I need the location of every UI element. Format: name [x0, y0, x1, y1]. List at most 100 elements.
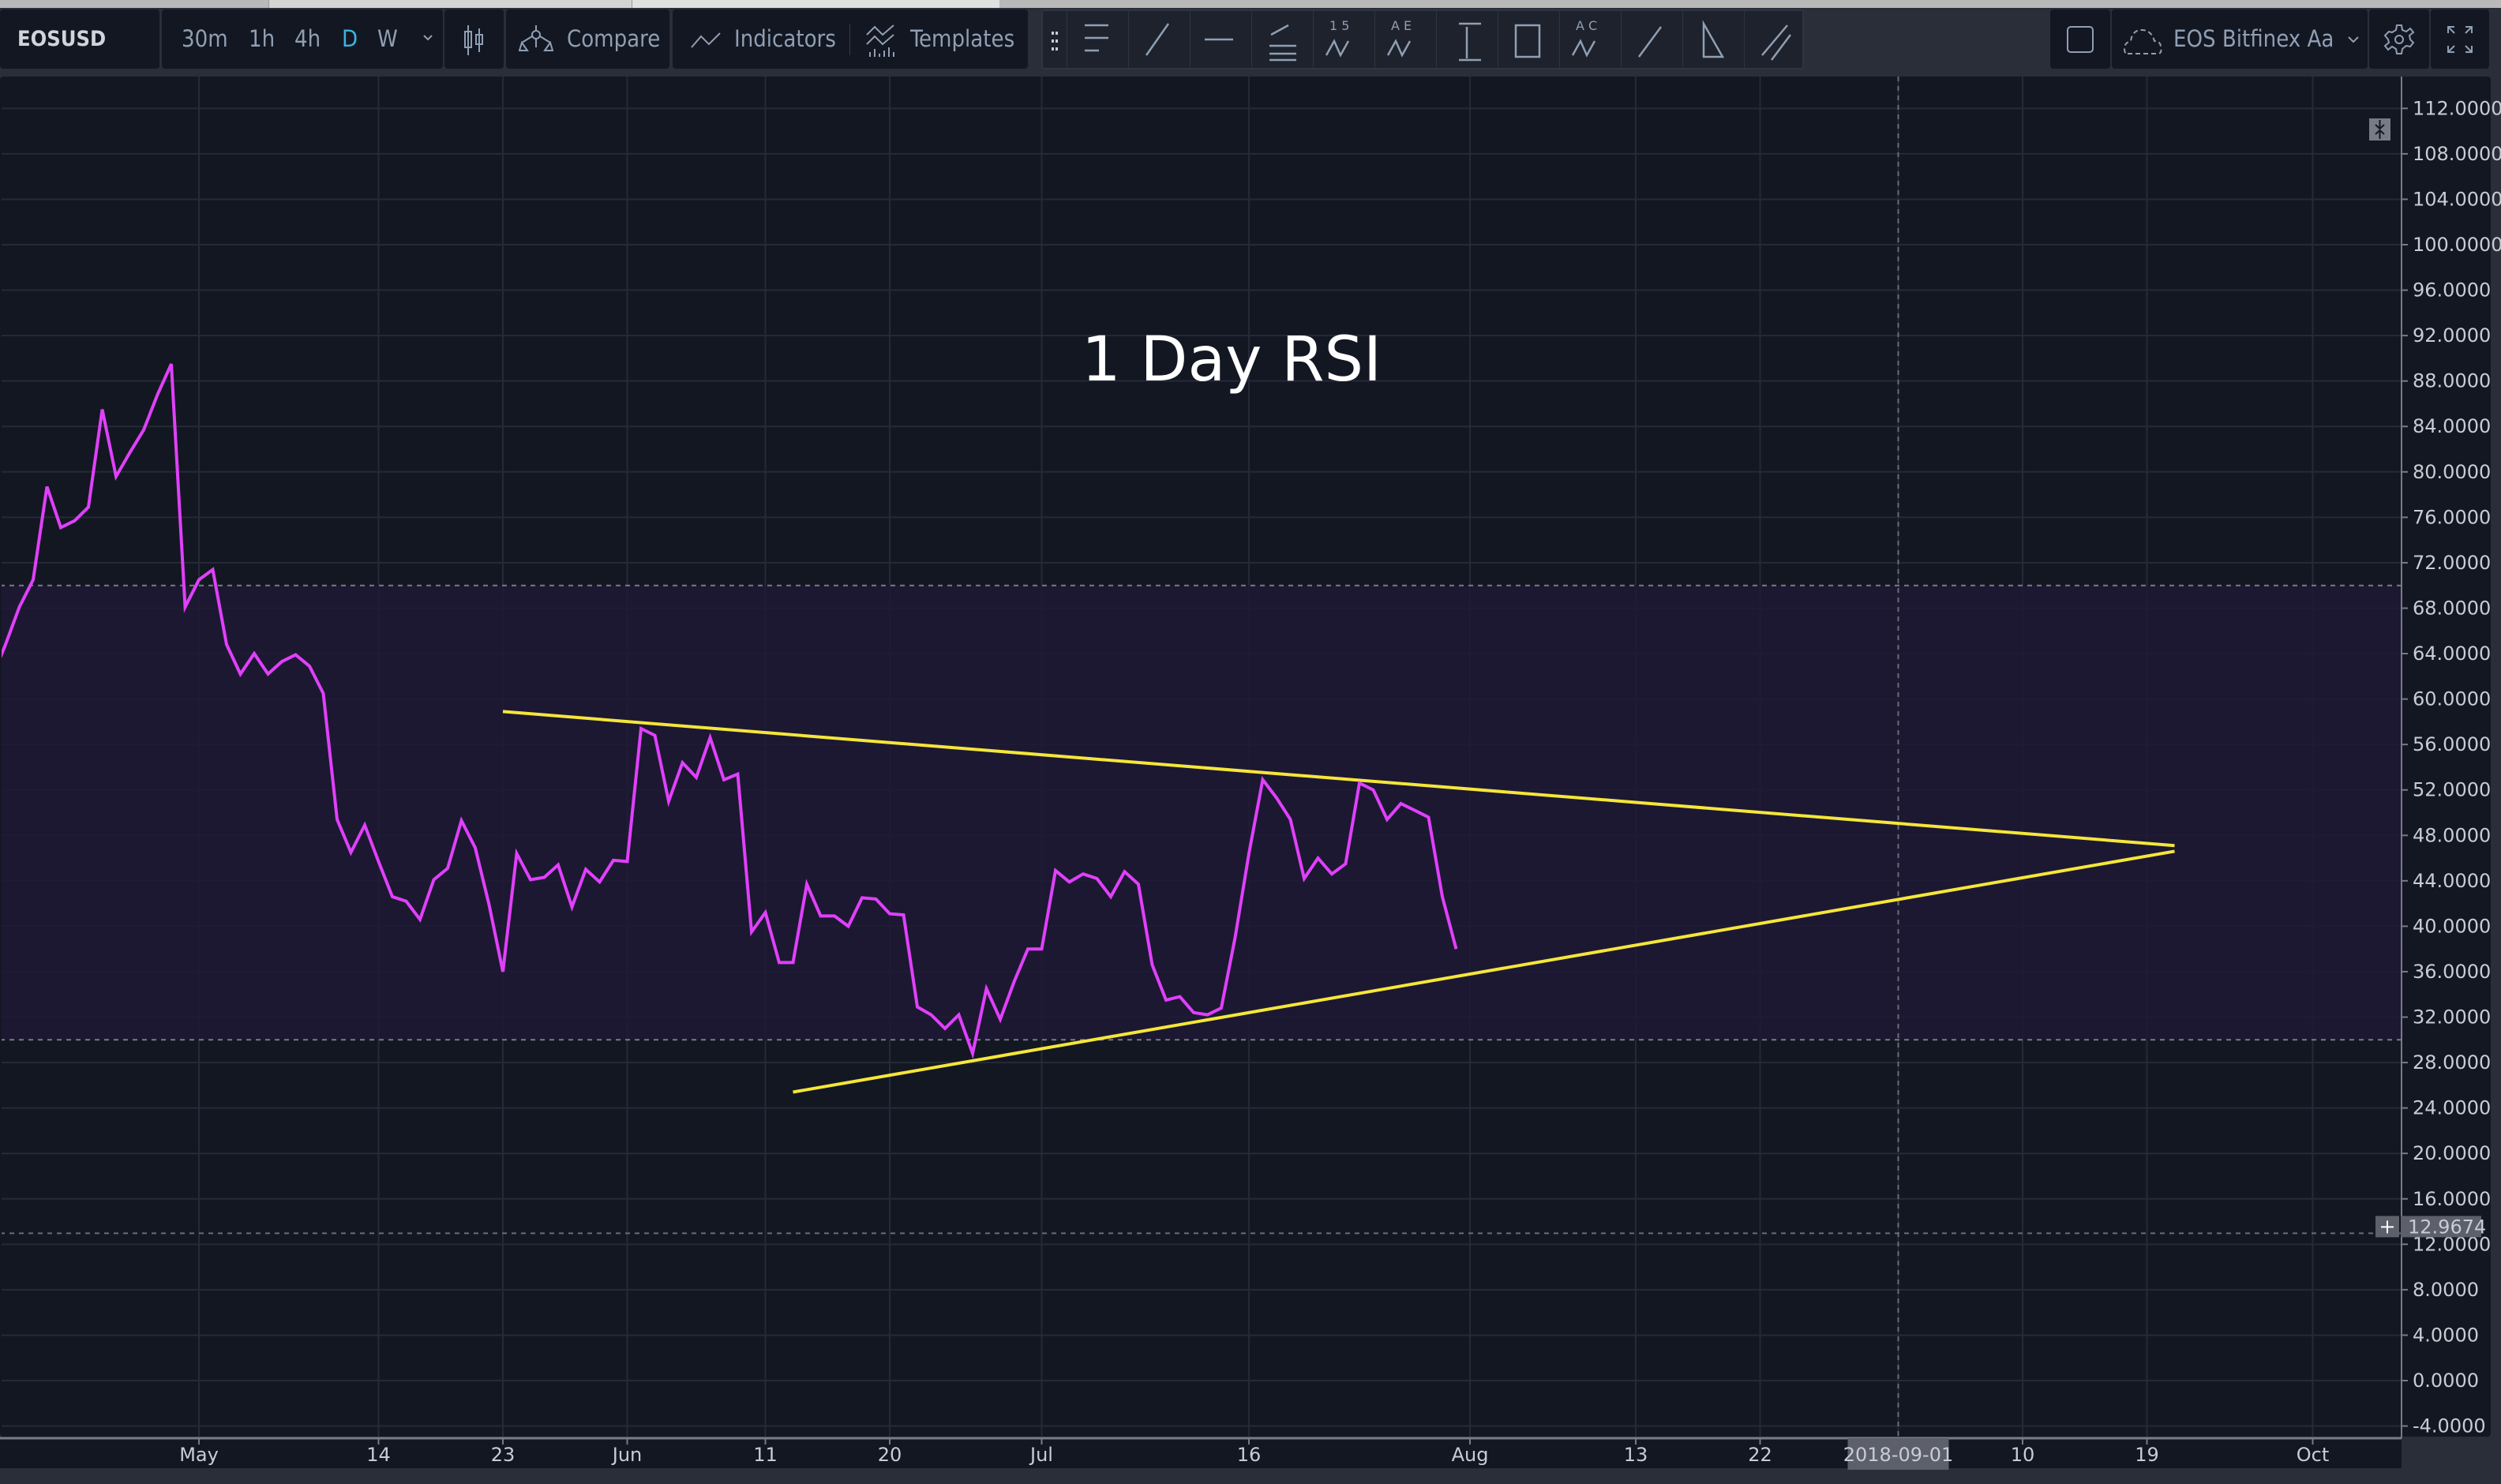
chart-type-button[interactable]: [444, 9, 504, 69]
y-tick-label: 84.0000: [2413, 415, 2491, 437]
interval-1h[interactable]: 1h: [249, 25, 276, 52]
drawing-tool-trend-line[interactable]: [1128, 11, 1191, 68]
candlestick-icon: [464, 25, 483, 55]
y-tick-label: 80.0000: [2413, 461, 2491, 483]
drag-handle-icon[interactable]: [1051, 32, 1059, 51]
square-icon: [2067, 26, 2094, 53]
chevron-down-icon[interactable]: [422, 33, 433, 43]
templates-icon: [866, 24, 894, 57]
y-tick-label: 20.0000: [2413, 1142, 2491, 1164]
y-tick-label: 44.0000: [2413, 870, 2491, 892]
trend-line-icon: [1145, 23, 1170, 56]
rsi-band-fill: [2, 585, 2402, 1040]
rectangle-icon: [1514, 24, 1541, 58]
x-tick-label: Oct: [2297, 1444, 2330, 1466]
y-tick-label: 8.0000: [2413, 1279, 2479, 1301]
scale-compress-button[interactable]: [2369, 118, 2390, 141]
settings-button[interactable]: [2369, 9, 2429, 69]
chevron-down-icon[interactable]: [2347, 35, 2360, 44]
current-value-marker: 12.9674: [2375, 1216, 2486, 1238]
x-tick-label: 13: [1624, 1444, 1648, 1466]
layout-save-button[interactable]: EOS Bitfinex Aa: [2112, 9, 2368, 69]
x-tick-label: 11: [753, 1444, 778, 1466]
upper-trend-line[interactable]: [502, 710, 2175, 848]
current-value-badge: [2401, 1216, 2481, 1238]
x-tick-label: 19: [2135, 1444, 2159, 1466]
y-tick-label: 96.0000: [2413, 279, 2491, 302]
y-tick-label: 28.0000: [2413, 1051, 2491, 1074]
y-tick-label: 108.0000: [2413, 143, 2501, 165]
drawing-tool-elliott-wave-ae[interactable]: A E: [1374, 11, 1437, 68]
y-tick-label: -4.0000: [2413, 1415, 2486, 1437]
y-tick-label: 68.0000: [2413, 597, 2491, 619]
y-tick-label: 52.0000: [2413, 779, 2491, 801]
drawing-tool-elliott-wave-15[interactable]: 1 5: [1313, 11, 1375, 68]
rsi-band: [2, 584, 2402, 1041]
y-tick-label: 76.0000: [2413, 506, 2491, 528]
symbol-box[interactable]: EOSUSD: [0, 9, 159, 69]
drawing-tool-horizontal-ray[interactable]: [1190, 11, 1252, 68]
crosshair-date-badge: [1847, 1438, 1949, 1470]
cloud-icon: [2123, 28, 2162, 54]
browser-tab-strip: [0, 0, 2501, 8]
abcd-pattern-icon: A C: [1571, 18, 1597, 58]
trend-lines[interactable]: [502, 710, 2175, 1094]
indicators-templates-group: Indicators Templates: [673, 9, 1028, 69]
divider: [849, 24, 850, 55]
interval-w[interactable]: W: [377, 25, 398, 52]
interval-d[interactable]: D: [342, 25, 358, 52]
layout-name: EOS Bitfinex Aa: [2173, 25, 2334, 52]
x-tick-label: 10: [2011, 1444, 2035, 1466]
horizontal-ray-icon: [1205, 38, 1233, 41]
crosshair-date-label: 2018-09-01: [1843, 1444, 1953, 1466]
templates-button[interactable]: Templates: [910, 25, 1015, 52]
x-tick-label: May: [179, 1444, 219, 1466]
toggle-panel-button[interactable]: [2050, 9, 2110, 69]
drawing-tool-triangle[interactable]: [1682, 11, 1745, 68]
x-tick-label: 16: [1237, 1444, 1262, 1466]
y-tick-label: 0.0000: [2413, 1370, 2479, 1392]
price-range-icon: [1459, 22, 1481, 62]
y-tick-label: 4.0000: [2413, 1324, 2479, 1346]
indicators-icon: [691, 32, 721, 48]
parallel-channel-icon: [1761, 24, 1791, 61]
arrow-icon: [1637, 26, 1663, 58]
compare-button[interactable]: Compare: [506, 9, 669, 69]
interval-30m[interactable]: 30m: [182, 25, 228, 52]
x-tick-label: 23: [491, 1444, 516, 1466]
x-axis-panel: [0, 1438, 2402, 1468]
fullscreen-button[interactable]: [2431, 9, 2489, 69]
gear-icon: [2383, 24, 2415, 54]
x-axis[interactable]: May 14 23 Jun 11 20 Jul 16 Aug 13 22 2018-09-01 10 19…: [179, 1438, 2329, 1470]
drawing-tool-price-range[interactable]: [1436, 11, 1498, 68]
overlays: [2, 77, 2402, 1437]
drawing-tool-arrow[interactable]: [1621, 11, 1683, 68]
browser-tab[interactable]: [268, 0, 632, 8]
x-tick-label: 22: [1748, 1444, 1772, 1466]
compare-scales-icon: [519, 25, 553, 51]
annotation-text[interactable]: 1 Day RSI: [1082, 324, 1382, 395]
y-tick-label: 60.0000: [2413, 688, 2491, 710]
browser-tab-active[interactable]: [632, 0, 999, 8]
fib-retracement-icon: [1269, 24, 1296, 62]
x-tick-label: Jul: [1029, 1444, 1053, 1466]
y-tick-label: 112.0000: [2413, 97, 2501, 119]
drawing-tool-fib-retracement[interactable]: [1251, 11, 1314, 68]
rsi-series: [2, 363, 1458, 1059]
interval-4h[interactable]: 4h: [294, 25, 321, 52]
symbol-label: EOSUSD: [17, 27, 107, 51]
interval-group: 30m 1h 4h D W: [162, 9, 443, 69]
current-value-label: 12.9674: [2408, 1216, 2486, 1238]
drawing-tool-abcd-pattern[interactable]: A C: [1559, 11, 1622, 68]
drawing-tool-rectangle[interactable]: [1498, 11, 1560, 68]
drawing-tool-horizontal-lines[interactable]: [1067, 11, 1129, 68]
indicators-button[interactable]: Indicators: [734, 25, 836, 52]
y-tick-label: 24.0000: [2413, 1097, 2491, 1119]
drawing-tool-parallel-channel[interactable]: [1744, 11, 1806, 68]
compare-label: Compare: [567, 25, 661, 52]
lower-trend-line[interactable]: [793, 849, 2175, 1094]
x-tick-label: 14: [366, 1444, 391, 1466]
y-axis[interactable]: 112.0000 108.0000 104.0000 100.0000 96.0000 9…: [2402, 97, 2501, 1437]
y-tick-label: 40.0000: [2413, 915, 2491, 937]
